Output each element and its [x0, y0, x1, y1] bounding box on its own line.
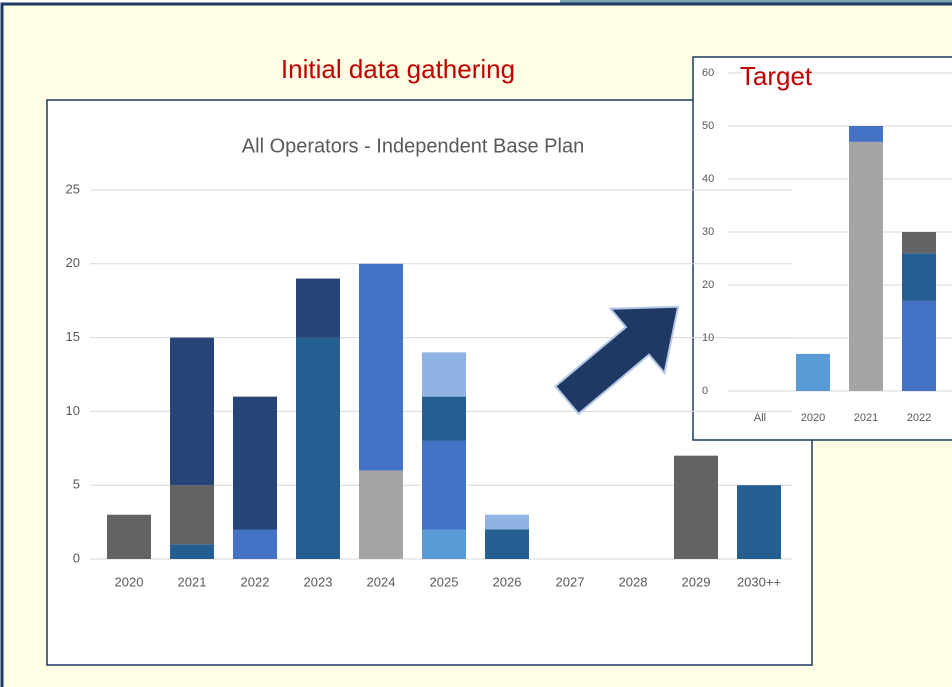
- x-tick-label: 2021: [854, 412, 878, 424]
- slide: Initial data gathering All Operators - I…: [0, 0, 952, 687]
- bar-segment: [849, 142, 883, 391]
- bar-segment: [485, 515, 529, 530]
- x-tick-label: 2027: [556, 574, 585, 589]
- bar-segment: [296, 279, 340, 338]
- x-tick-label: 2030++: [737, 574, 781, 589]
- y-tick-label: 40: [702, 173, 714, 185]
- slide-title: Initial data gathering: [281, 54, 515, 84]
- x-tick-label: 2022: [241, 574, 270, 589]
- y-tick-label: 10: [702, 332, 714, 344]
- y-tick-label: 30: [702, 226, 714, 238]
- y-tick-label: 50: [702, 120, 714, 132]
- y-tick-label: 20: [66, 255, 80, 270]
- x-tick-label: 2024: [367, 574, 396, 589]
- bar-segment: [796, 354, 830, 391]
- y-tick-label: 5: [73, 477, 80, 492]
- x-tick-label: 2022: [907, 412, 931, 424]
- x-tick-label: 2029: [682, 574, 711, 589]
- x-tick-label: 2028: [619, 574, 648, 589]
- chart-title: All Operators - Independent Base Plan: [242, 135, 584, 157]
- y-tick-label: 10: [66, 403, 80, 418]
- y-tick-label: 0: [702, 385, 708, 397]
- x-tick-label: 2020: [115, 574, 144, 589]
- bar-segment: [296, 338, 340, 559]
- bar-segment: [233, 397, 277, 530]
- bar-segment: [737, 485, 781, 559]
- bar-segment: [170, 338, 214, 486]
- x-tick-label: 2020: [801, 412, 825, 424]
- bar-segment: [170, 544, 214, 559]
- bar-segment: [902, 301, 936, 391]
- bar-segment: [485, 529, 529, 559]
- bar-segment: [674, 456, 718, 559]
- bar-segment: [902, 253, 936, 301]
- x-tick-label: 2026: [493, 574, 522, 589]
- y-tick-label: 60: [702, 67, 714, 79]
- x-tick-label: 2021: [178, 574, 207, 589]
- x-tick-label: 2025: [430, 574, 459, 589]
- y-tick-label: 0: [73, 550, 80, 565]
- bar-segment: [233, 529, 277, 559]
- y-tick-label: 20: [702, 279, 714, 291]
- bar-segment: [359, 264, 403, 471]
- bar-segment: [422, 529, 466, 559]
- x-tick-label: 2023: [304, 574, 333, 589]
- inset-title: Target: [740, 61, 813, 91]
- x-tick-label: All: [754, 412, 766, 424]
- bar-segment: [849, 126, 883, 142]
- y-tick-label: 15: [66, 329, 80, 344]
- y-tick-label: 25: [66, 181, 80, 196]
- bar-segment: [422, 397, 466, 441]
- bar-segment: [422, 441, 466, 530]
- bar-segment: [170, 485, 214, 544]
- bar-segment: [902, 232, 936, 253]
- bar-segment: [107, 515, 151, 559]
- bar-segment: [422, 352, 466, 396]
- bar-segment: [359, 470, 403, 559]
